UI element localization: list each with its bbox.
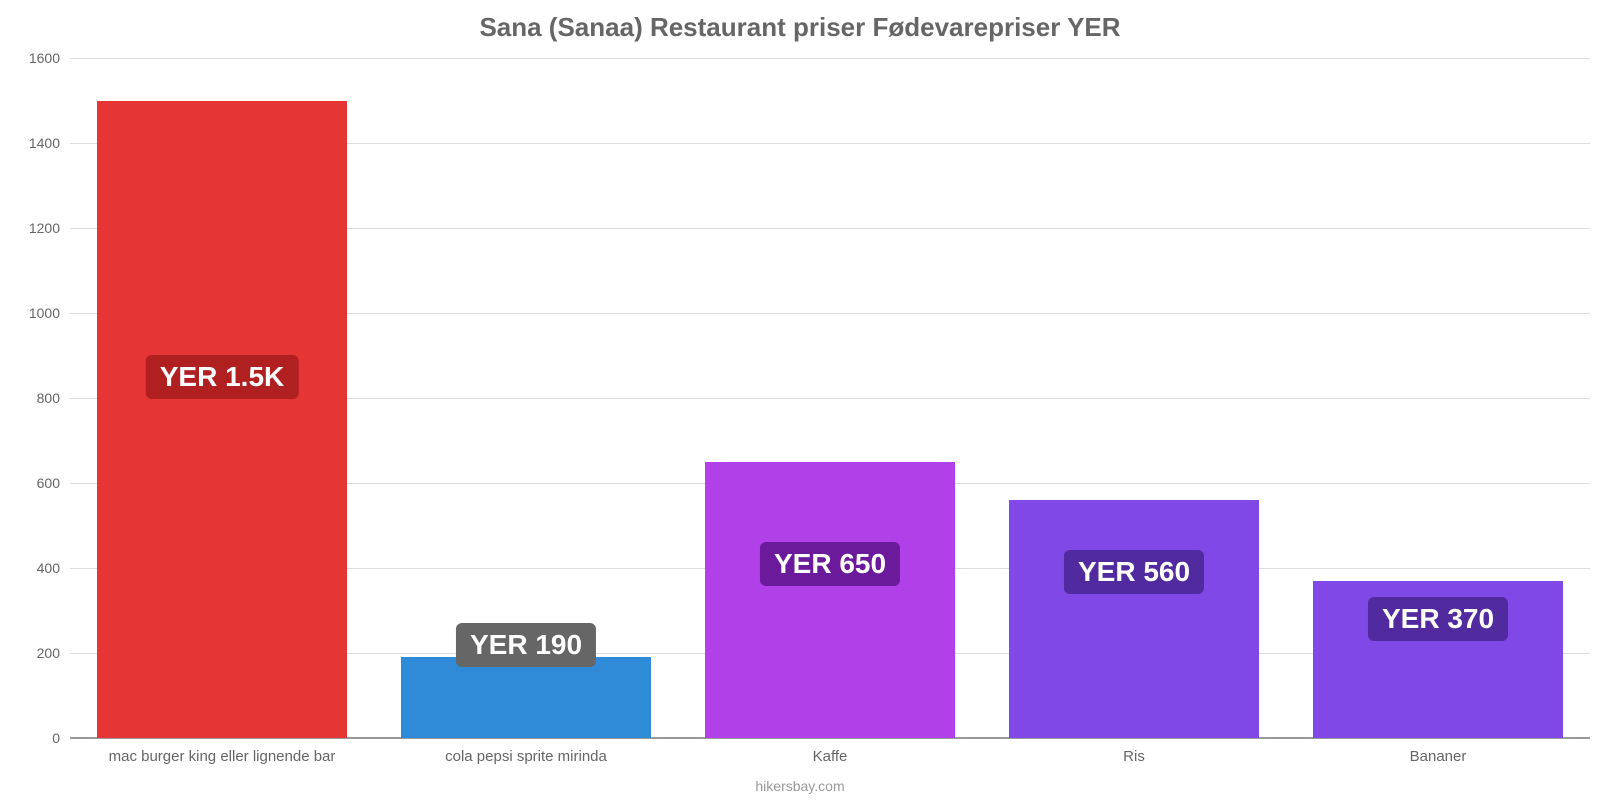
y-tick-label: 600 bbox=[37, 475, 70, 491]
y-tick-label: 0 bbox=[52, 730, 70, 746]
y-tick-label: 800 bbox=[37, 390, 70, 406]
chart-title: Sana (Sanaa) Restaurant priser Fødevarep… bbox=[0, 0, 1600, 43]
bar bbox=[705, 462, 954, 738]
grid-line bbox=[70, 58, 1590, 59]
bar bbox=[97, 101, 346, 739]
x-tick-label: Bananer bbox=[1410, 738, 1467, 765]
x-tick-label: mac burger king eller lignende bar bbox=[109, 738, 336, 765]
value-label: YER 190 bbox=[456, 623, 596, 667]
y-tick-label: 200 bbox=[37, 645, 70, 661]
bar bbox=[1009, 500, 1258, 738]
y-tick-label: 1200 bbox=[29, 220, 70, 236]
bar bbox=[401, 657, 650, 738]
attribution-text: hikersbay.com bbox=[0, 778, 1600, 794]
x-tick-label: Kaffe bbox=[813, 738, 848, 765]
value-label: YER 370 bbox=[1368, 597, 1508, 641]
value-label: YER 650 bbox=[760, 542, 900, 586]
x-tick-label: cola pepsi sprite mirinda bbox=[445, 738, 607, 765]
y-tick-label: 1000 bbox=[29, 305, 70, 321]
value-label: YER 1.5K bbox=[146, 355, 299, 399]
plot-area: 02004006008001000120014001600YER 1.5Kmac… bbox=[70, 58, 1590, 738]
y-tick-label: 1600 bbox=[29, 50, 70, 66]
x-tick-label: Ris bbox=[1123, 738, 1145, 765]
value-label: YER 560 bbox=[1064, 550, 1204, 594]
y-tick-label: 1400 bbox=[29, 135, 70, 151]
y-tick-label: 400 bbox=[37, 560, 70, 576]
